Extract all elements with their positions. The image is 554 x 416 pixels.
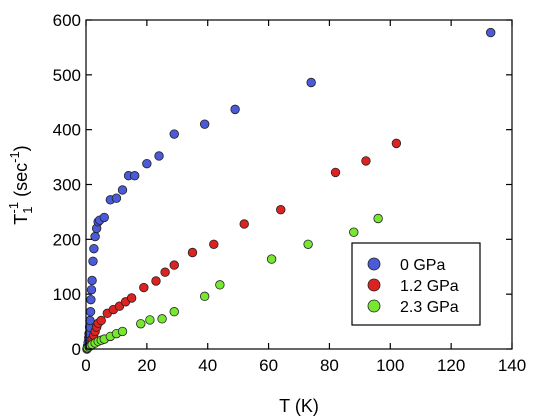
x-tick-label: 20 (137, 356, 156, 375)
data-point (303, 239, 313, 249)
data-point (154, 151, 164, 161)
data-point (117, 326, 128, 337)
y-axis-title-unit: (sec (11, 163, 31, 197)
data-point (136, 319, 146, 329)
data-point (306, 77, 316, 88)
data-point (142, 158, 152, 169)
y-tick-label: 100 (53, 285, 81, 304)
data-point (87, 275, 97, 286)
data-point (85, 315, 95, 326)
data-point (126, 293, 137, 303)
data-point (199, 291, 210, 302)
data-point (266, 254, 277, 264)
x-tick-label: 120 (437, 356, 465, 375)
data-point (139, 282, 149, 293)
data-point (117, 185, 128, 195)
data-point (276, 205, 286, 215)
y-tick-label: 600 (53, 11, 81, 30)
data-point (129, 171, 140, 181)
x-tick-label: 140 (498, 356, 526, 375)
legend-label: 0 GPa (400, 257, 445, 274)
data-point (209, 239, 219, 249)
data-point (330, 167, 341, 178)
series-1-2-gpa (82, 138, 402, 353)
legend: 0 GPa 1.2 GPa 2.3 GPa (351, 242, 481, 326)
data-point (187, 247, 198, 258)
y-axis-title-unit-close: ) (11, 145, 31, 151)
data-point (169, 307, 179, 317)
data-point (239, 219, 249, 229)
data-point (86, 285, 97, 295)
y-tick-label: 0 (72, 340, 81, 359)
legend-marker (367, 257, 381, 271)
series-2-3-gpa (82, 213, 383, 353)
data-point (373, 213, 383, 224)
data-point (89, 243, 99, 254)
data-point (391, 138, 402, 149)
data-point (99, 212, 109, 223)
legend-marker (367, 278, 381, 292)
data-point (169, 129, 179, 139)
x-tick-label: 60 (259, 356, 278, 375)
y-tick-label: 400 (53, 121, 81, 140)
data-point (96, 315, 106, 326)
x-axis-title: T (K) (279, 396, 319, 416)
legend-marker (367, 299, 381, 313)
legend-label: 1.2 GPa (400, 278, 459, 295)
y-axis-title: T1-1(sec-1) (6, 145, 35, 224)
data-point (157, 314, 167, 324)
y-axis-title-superscript: -1 (6, 202, 21, 214)
data-point (215, 280, 225, 290)
y-tick-label: 500 (53, 66, 81, 85)
y-axis-title-main: T (11, 214, 31, 225)
legend-label: 2.3 GPa (400, 299, 459, 316)
data-point (230, 104, 240, 115)
data-point (349, 227, 359, 237)
data-point (361, 156, 371, 166)
data-point (86, 294, 96, 305)
data-point (160, 267, 170, 277)
data-point (151, 276, 161, 286)
data-point (111, 193, 122, 203)
data-point (169, 260, 179, 270)
data-point (199, 119, 210, 129)
data-point (145, 315, 155, 325)
y-tick-label: 200 (53, 230, 81, 249)
data-point (85, 307, 96, 317)
data-point (88, 256, 98, 266)
x-tick-label: 0 (81, 356, 90, 375)
y-tick-label: 300 (53, 176, 81, 195)
x-tick-label: 40 (198, 356, 217, 375)
x-tick-label: 80 (320, 356, 339, 375)
data-point (486, 27, 496, 38)
axis-ticks: 0 20 40 60 80 100 120 140 0 100 200 300 400 500 600 (53, 11, 527, 375)
data-point (90, 231, 100, 242)
x-tick-label: 100 (376, 356, 404, 375)
y-axis-title-subscript: 1 (20, 206, 35, 213)
y-axis-title-unit-superscript: -1 (7, 151, 22, 163)
